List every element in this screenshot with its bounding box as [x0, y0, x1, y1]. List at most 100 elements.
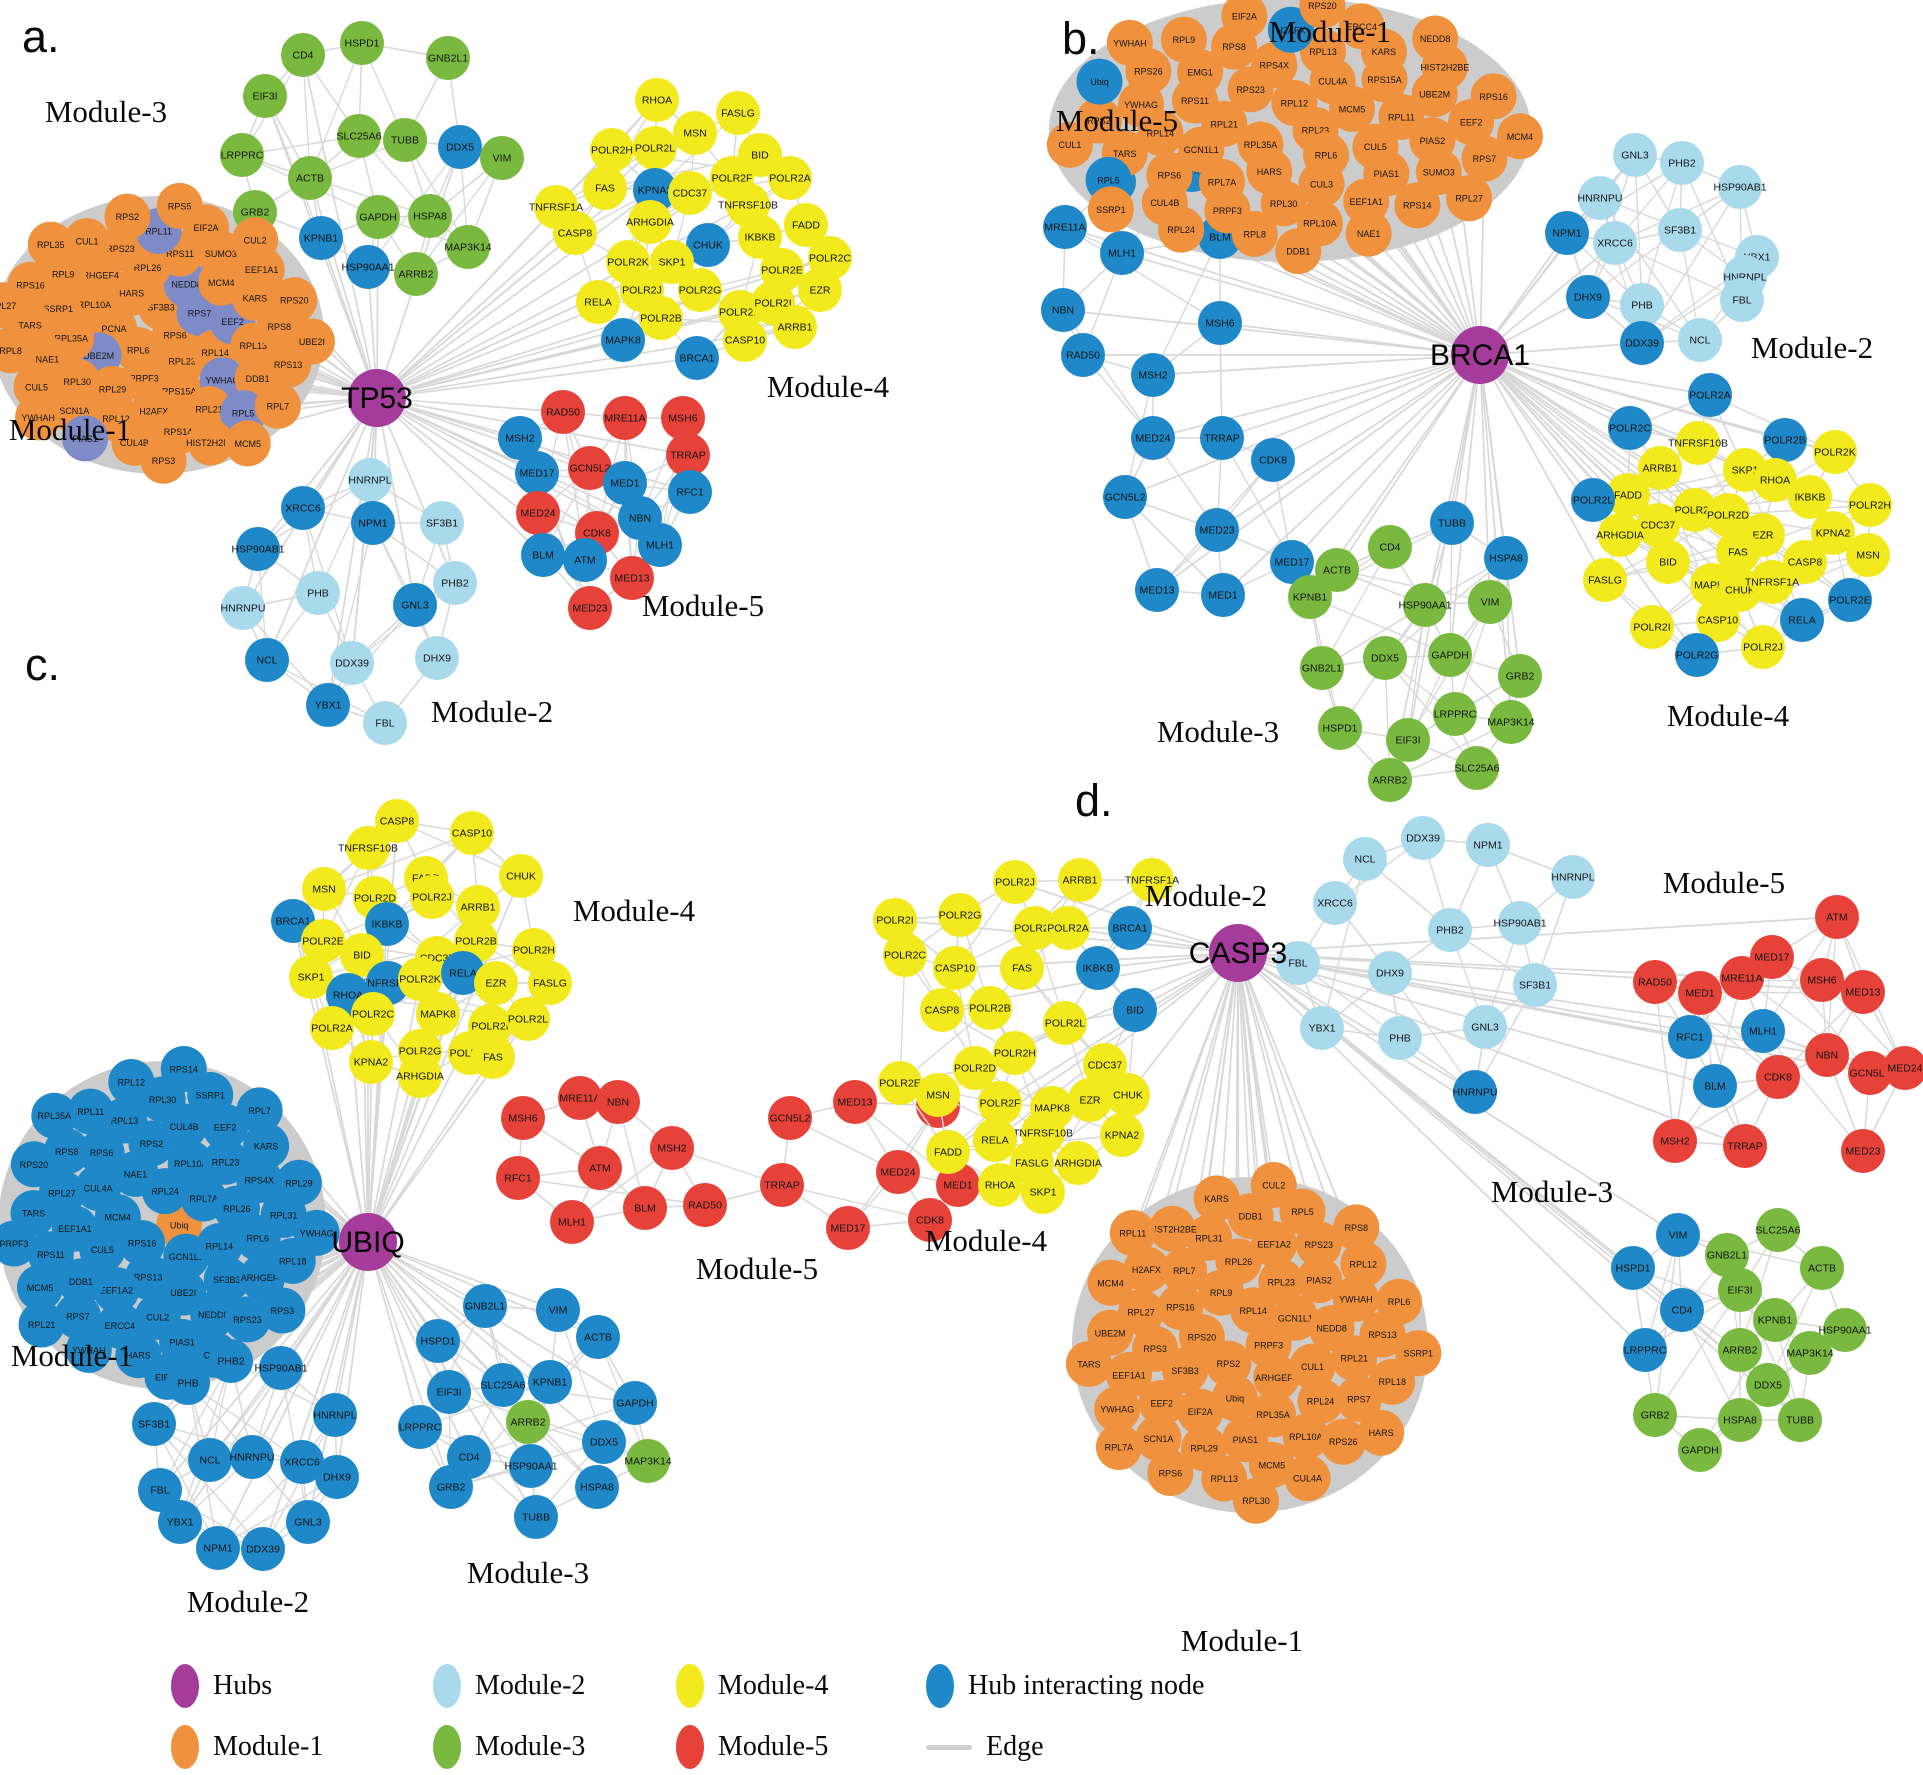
node-TUBB[interactable]: TUBB	[514, 1495, 558, 1539]
node-POLR2J[interactable]: POLR2J	[993, 860, 1037, 904]
gene-node-circle[interactable]	[541, 390, 585, 434]
hub-node-circle[interactable]	[348, 369, 406, 427]
node-GNB2L1[interactable]: GNB2L1	[1300, 646, 1344, 690]
node-HSPD1[interactable]: HSPD1	[340, 21, 384, 65]
node-KPNB1[interactable]: KPNB1	[1288, 575, 1332, 619]
node-POLR2J[interactable]: POLR2J	[1741, 625, 1785, 669]
node-KARS[interactable]: KARS	[1193, 1175, 1240, 1222]
node-SUMO3[interactable]: SUMO3	[1415, 148, 1462, 195]
node-LRPPRC[interactable]: LRPPRC	[220, 133, 264, 177]
node-RPL8[interactable]: RPL8	[1231, 210, 1278, 257]
node-POLR2I[interactable]: POLR2I	[1630, 605, 1674, 649]
gene-node-circle[interactable]	[415, 636, 459, 680]
node-MED13[interactable]: MED13	[1135, 568, 1179, 612]
node-RHOA[interactable]: RHOA	[635, 78, 679, 122]
node-PHB[interactable]: PHB	[296, 571, 340, 615]
node-GAPDH[interactable]: GAPDH	[1428, 633, 1472, 677]
node-RPS14[interactable]: RPS14	[160, 1045, 207, 1092]
gene-node-circle[interactable]	[1470, 73, 1517, 120]
node-PHB[interactable]: PHB	[1378, 1016, 1422, 1060]
gene-node-circle[interactable]	[351, 501, 395, 545]
gene-node-circle[interactable]	[768, 156, 812, 200]
node-RHOA[interactable]: RHOA	[978, 1163, 1022, 1207]
gene-node-circle[interactable]	[296, 571, 340, 615]
node-BRCA1[interactable]: BRCA1	[675, 336, 719, 380]
node-LRPPRC[interactable]: LRPPRC	[1433, 692, 1477, 736]
node-HSP90AA1[interactable]: HSP90AA1	[1398, 583, 1452, 627]
gene-node-circle[interactable]	[1461, 135, 1508, 182]
node-CASP8[interactable]: CASP8	[553, 211, 597, 255]
gene-node-circle[interactable]	[1251, 42, 1298, 89]
node-HARS[interactable]: HARS	[1358, 1409, 1405, 1456]
node-ACTB[interactable]: ACTB	[288, 156, 332, 200]
gene-node-circle[interactable]	[601, 318, 645, 362]
node-GNL3[interactable]: GNL3	[1463, 1005, 1507, 1049]
node-GNL3[interactable]: GNL3	[393, 583, 437, 627]
node-MSN[interactable]: MSN	[302, 867, 346, 911]
node-DHX9[interactable]: DHX9	[415, 636, 459, 680]
node-ACTB[interactable]: ACTB	[1800, 1246, 1844, 1290]
gene-node-circle[interactable]	[383, 118, 427, 162]
node-HSPA8[interactable]: HSPA8	[1718, 1398, 1762, 1442]
gene-node-circle[interactable]	[633, 126, 677, 170]
node-VIM[interactable]: VIM	[1468, 580, 1512, 624]
node-MSN[interactable]: MSN	[1846, 533, 1890, 577]
gene-node-circle[interactable]	[686, 223, 730, 267]
gene-node-circle[interactable]	[1061, 333, 1105, 377]
node-YWHAH[interactable]: YWHAH	[1106, 19, 1153, 66]
node-RPS7[interactable]: RPS7	[1461, 135, 1508, 182]
gene-node-circle[interactable]	[1043, 205, 1087, 249]
node-HSPD1[interactable]: HSPD1	[1611, 1246, 1655, 1290]
gene-node-circle[interactable]	[480, 136, 524, 180]
gene-node-circle[interactable]	[1251, 438, 1295, 482]
node-EIF3I[interactable]: EIF3I	[1386, 718, 1430, 762]
gene-node-circle[interactable]	[104, 193, 151, 240]
node-MAP3K14[interactable]: MAP3K14	[444, 225, 492, 269]
node-MLH1[interactable]: MLH1	[638, 523, 682, 567]
node-ATM[interactable]: ATM	[578, 1146, 622, 1190]
node-RPL8[interactable]: RPL8	[0, 327, 34, 374]
node-POLR2G[interactable]: POLR2G	[1675, 633, 1719, 677]
node-RPL6[interactable]: RPL6	[1376, 1278, 1423, 1325]
node-RPL12[interactable]: RPL12	[1271, 80, 1318, 127]
node-GAPDH[interactable]: GAPDH	[613, 1381, 657, 1425]
node-HSPD1[interactable]: HSPD1	[1318, 706, 1362, 750]
gene-node-circle[interactable]	[394, 252, 438, 296]
node-RPS6[interactable]: RPS6	[1147, 1450, 1194, 1497]
gene-node-circle[interactable]	[650, 240, 694, 284]
node-YBX1[interactable]: YBX1	[1300, 1006, 1344, 1050]
node-KPNA2[interactable]: KPNA2	[1100, 1113, 1144, 1157]
gene-node-circle[interactable]	[140, 437, 187, 484]
node-DDX39[interactable]: DDX39	[1620, 321, 1664, 365]
gene-node-circle[interactable]	[363, 701, 407, 745]
node-POLR2H[interactable]: POLR2H	[993, 1031, 1037, 1075]
gene-node-circle[interactable]	[0, 282, 26, 329]
node-GRB2[interactable]: GRB2	[1498, 654, 1542, 698]
node-SF3B1[interactable]: SF3B1	[1513, 963, 1557, 1007]
node-RPS5[interactable]: RPS5	[156, 182, 203, 229]
gene-node-circle[interactable]	[306, 683, 350, 727]
node-HNRNPU[interactable]: HNRNPU	[230, 1435, 275, 1479]
node-ARHGDIA[interactable]: ARHGDIA	[626, 200, 674, 244]
node-POLR2B[interactable]: POLR2B	[968, 986, 1012, 1030]
node-MED23[interactable]: MED23	[1841, 1129, 1885, 1173]
gene-node-circle[interactable]	[773, 305, 817, 349]
node-FAS[interactable]: FAS	[1000, 946, 1044, 990]
node-MSH6[interactable]: MSH6	[1198, 301, 1242, 345]
gene-node-circle[interactable]	[156, 182, 203, 229]
node-EIF2A[interactable]: EIF2A	[1221, 0, 1268, 39]
node-ARRB2[interactable]: ARRB2	[1718, 1328, 1762, 1372]
gene-node-circle[interactable]	[610, 556, 654, 600]
gene-node-circle[interactable]	[1100, 231, 1144, 275]
node-HNRNPU[interactable]: HNRNPU	[221, 586, 266, 630]
node-XRCC6[interactable]: XRCC6	[1313, 881, 1357, 925]
node-GNL3[interactable]: GNL3	[286, 1500, 330, 1544]
node-CUL1[interactable]: CUL1	[63, 218, 110, 265]
node-NAE1[interactable]: NAE1	[1345, 210, 1392, 257]
node-EZR[interactable]: EZR	[1068, 1078, 1112, 1122]
gene-node-circle[interactable]	[553, 211, 597, 255]
node-CDK8[interactable]: CDK8	[1756, 1055, 1800, 1099]
node-GCN5L2[interactable]: GCN5L2	[1103, 475, 1147, 519]
gene-node-circle[interactable]	[1131, 353, 1175, 397]
node-FADD[interactable]: FADD	[926, 1130, 970, 1174]
